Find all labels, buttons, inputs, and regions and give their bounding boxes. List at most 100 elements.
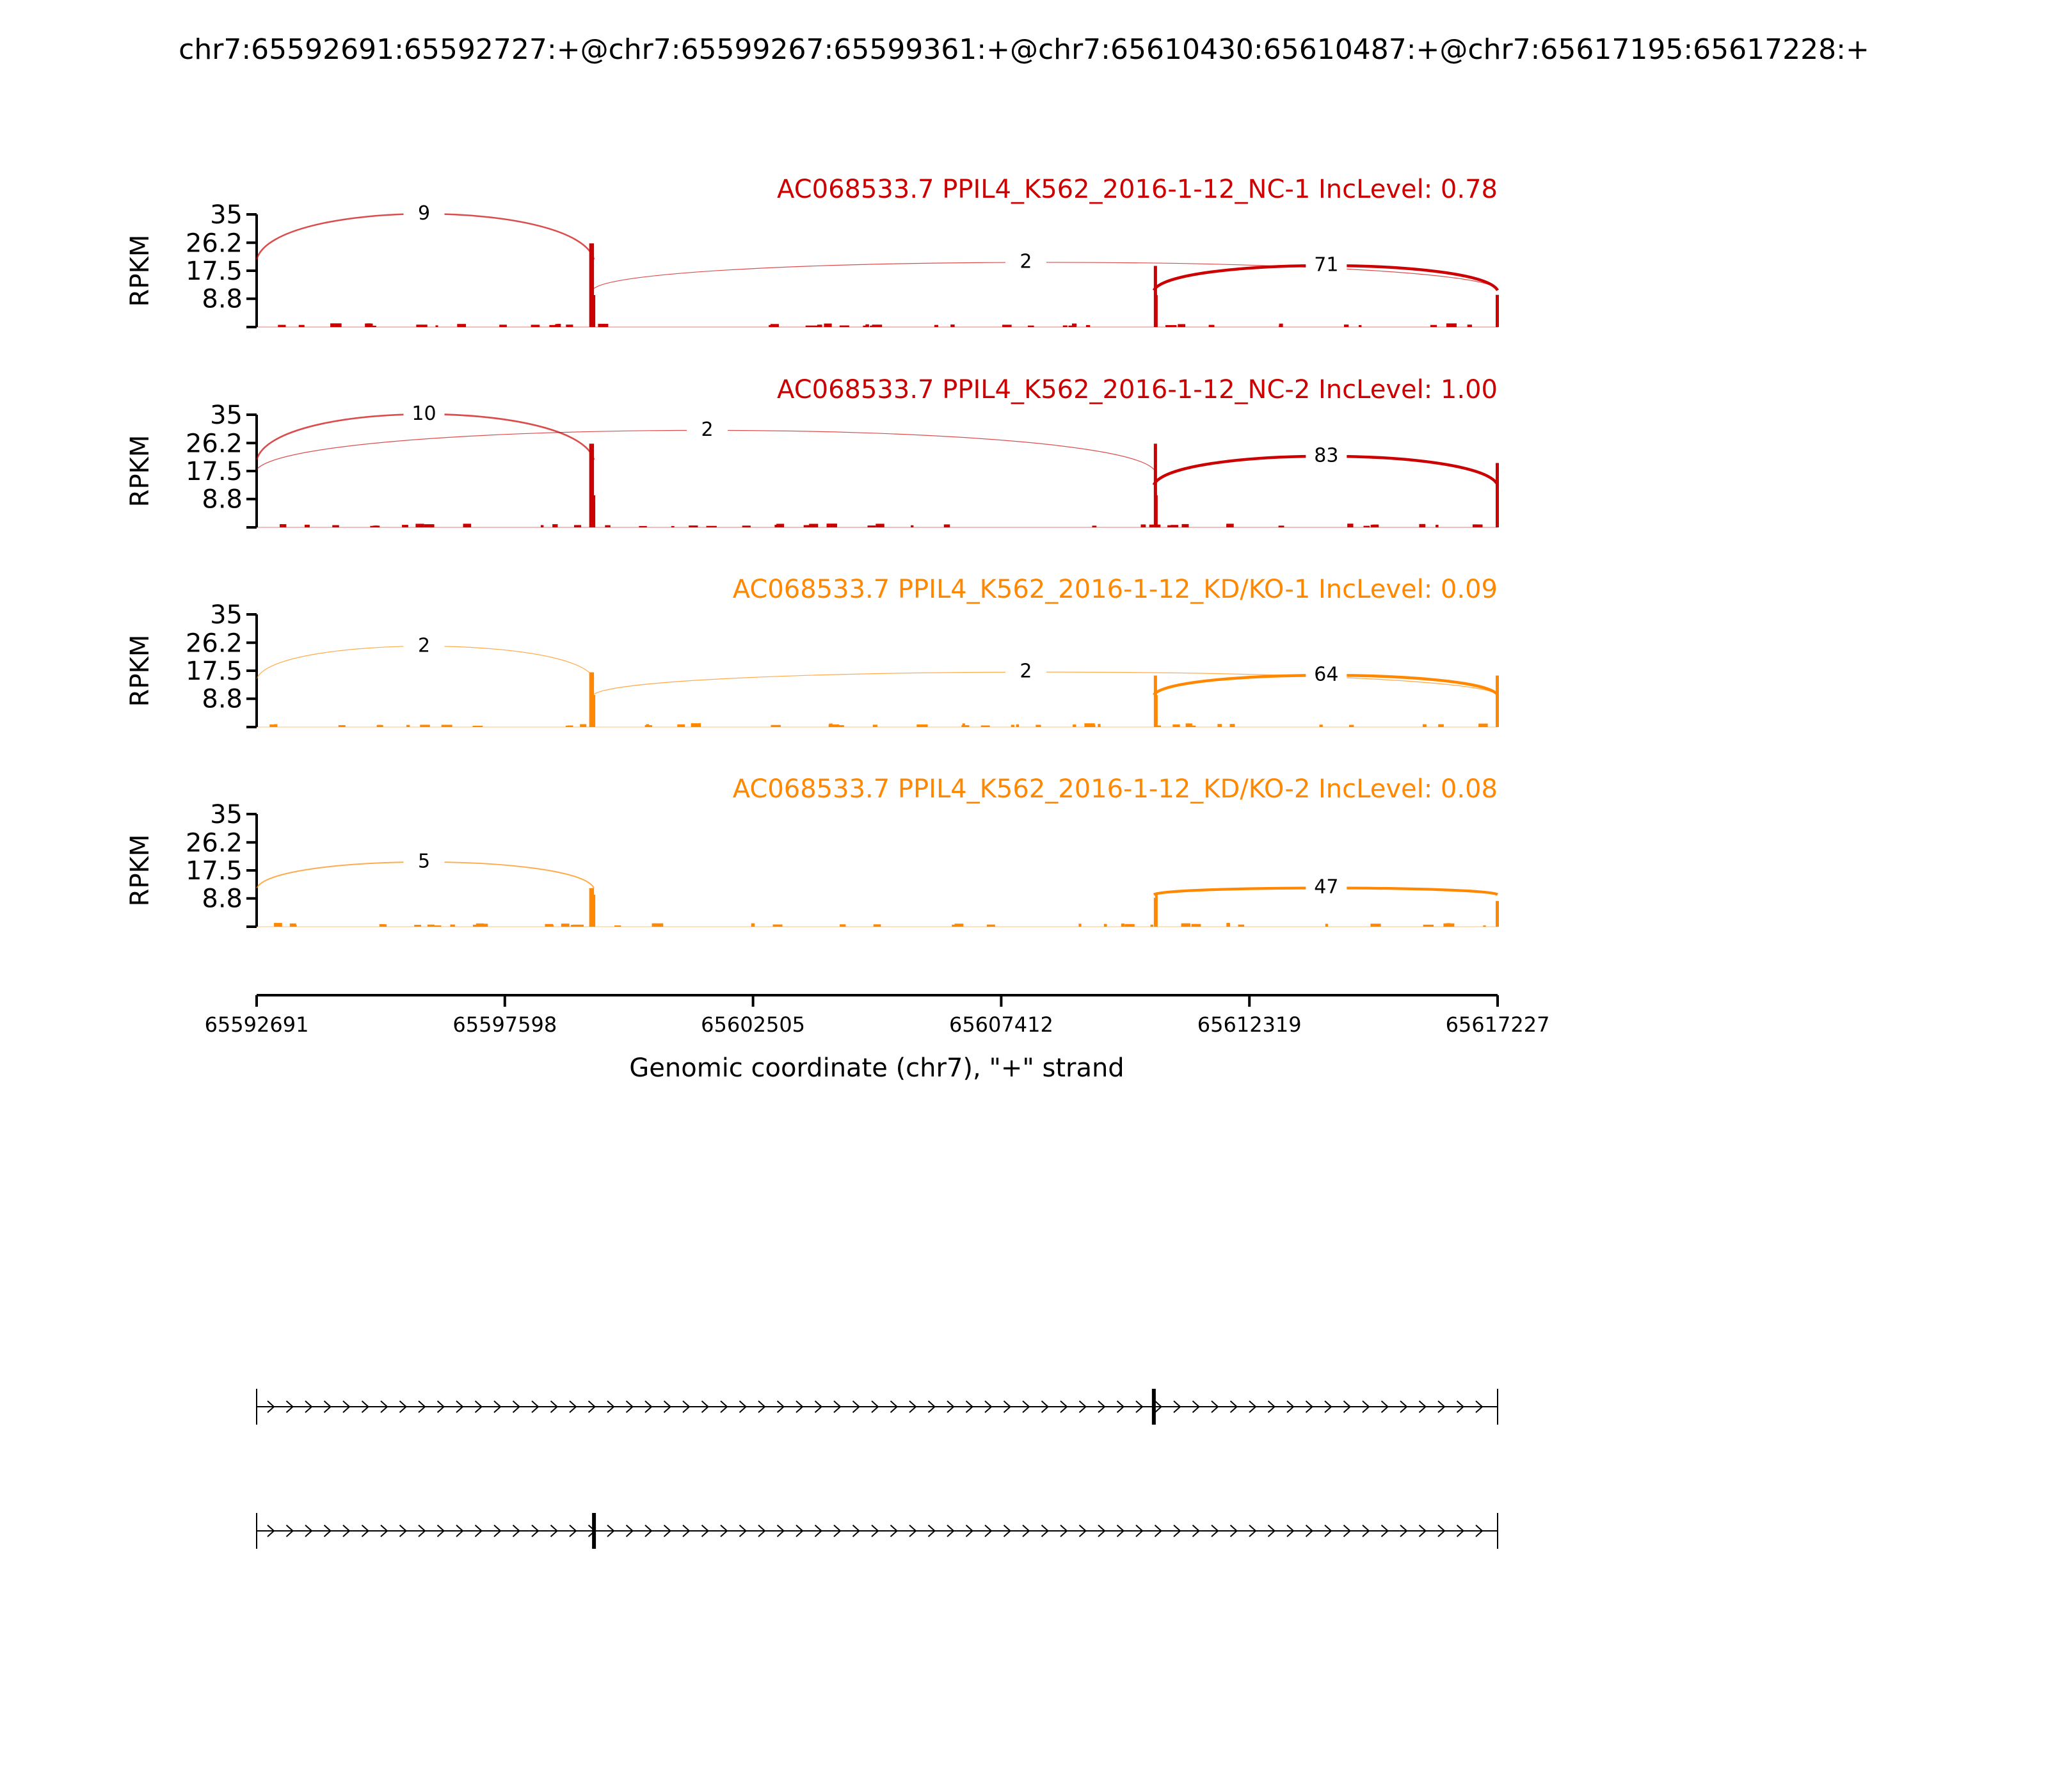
y-axis-label: RPKM [125,235,155,307]
coverage-noise [839,325,849,327]
coverage-noise [415,524,424,527]
coverage-noise [867,525,876,527]
coverage-spike [593,695,596,727]
coverage-noise [1098,724,1101,727]
coverage-noise [416,324,428,327]
coverage-noise [1165,324,1177,327]
strand-arrow [644,1524,653,1537]
junction-label-bg [1306,661,1347,686]
strand-arrow [927,1524,936,1537]
coverage-noise [1027,325,1034,327]
coverage-spike [593,895,596,927]
coverage-noise [639,525,647,527]
coverage-noise [1073,724,1076,727]
strand-arrow [1098,1524,1106,1537]
strand-arrow [890,1524,898,1537]
strand-arrow [588,1400,596,1413]
strand-arrow [1362,1400,1370,1413]
strand-arrow [550,1524,558,1537]
strand-arrow [1211,1400,1219,1413]
strand-arrow [1400,1524,1408,1537]
strand-arrow [1475,1524,1484,1537]
y-tick-label: 17.5 [186,457,243,486]
exon-coverage-peak [589,243,595,327]
coverage-noise [552,524,558,527]
coverage-noise [332,525,339,527]
coverage-noise [414,924,421,927]
coverage-noise [1422,724,1427,727]
coverage-noise [431,925,442,927]
strand-arrow [323,1400,332,1413]
coverage-noise [817,324,822,327]
coverage-noise [1092,525,1097,527]
x-tick-label: 65607412 [949,1012,1053,1037]
junction-label-bg [1306,442,1347,467]
strand-arrow [1305,1400,1313,1413]
strand-arrow [739,1400,747,1413]
strand-arrow [361,1524,369,1537]
coverage-noise [598,323,609,327]
strand-arrow [625,1400,634,1413]
coverage-noise [1438,724,1444,727]
coverage-noise [863,325,869,327]
coverage-noise [531,324,540,327]
y-axis-label: RPKM [125,635,155,707]
coverage-noise [374,525,378,527]
coverage-spike [1155,495,1158,527]
coverage-noise [962,723,965,727]
strand-arrow [1098,1400,1106,1413]
coverage-noise [338,724,346,727]
strand-arrow [531,1400,540,1413]
x-tick-label: 65597598 [452,1012,557,1037]
coverage-noise [1178,324,1186,327]
exon-coverage-peak [1496,294,1499,327]
y-tick-label: 26.2 [186,628,243,658]
coverage-noise [1347,524,1354,527]
coverage-noise [1358,324,1362,327]
junction-label-bg [687,417,728,442]
strand-arrow [1229,1524,1238,1537]
coverage-noise [1181,524,1189,527]
coverage-noise [274,724,278,727]
coverage-noise [934,324,938,327]
coverage-noise [1071,323,1077,327]
panel-title: AC068533.7 PPIL4_K562_2016-1-12_KD/KO-2 … [733,774,1498,804]
strand-arrow [512,1524,520,1537]
y-tick-label: 8.8 [202,884,243,914]
panel-title: AC068533.7 PPIL4_K562_2016-1-12_NC-2 Inc… [777,375,1498,404]
coverage-noise [1430,324,1437,327]
strand-arrow [399,1524,407,1537]
strand-arrow [474,1524,483,1537]
coverage-noise [1103,924,1107,927]
coverage-noise [1150,924,1153,927]
strand-arrow [701,1524,709,1537]
coverage-noise [567,725,573,727]
coverage-noise [1078,924,1082,927]
coverage-noise [580,724,587,727]
y-tick-label: 17.5 [186,657,243,686]
coverage-noise [463,524,472,527]
sashimi-panel: AC068533.7 PPIL4_K562_2016-1-12_KD/KO-1 … [125,575,1499,728]
strand-arrow [871,1524,879,1537]
strand-arrow [701,1400,709,1413]
strand-arrow [852,1524,860,1537]
y-tick-label: 26.2 [186,828,243,858]
strand-arrow [1135,1400,1144,1413]
coverage-noise [872,324,883,327]
junction-label-bg [403,200,445,225]
strand-arrow [493,1400,502,1413]
coverage-noise [457,324,467,327]
coverage-noise [1085,324,1091,327]
coverage-noise [828,724,840,727]
coverage-noise [564,925,568,927]
coverage-noise [873,924,881,927]
coverage-noise [278,324,286,327]
coverage-noise [1424,925,1430,927]
coverage-noise [950,324,955,327]
strand-arrow [569,1524,577,1537]
y-tick-label: 35 [210,600,243,630]
y-tick-label: 8.8 [202,285,243,314]
coverage-noise [483,924,488,927]
junction-label-bg [403,632,445,657]
coverage-noise [269,724,276,727]
